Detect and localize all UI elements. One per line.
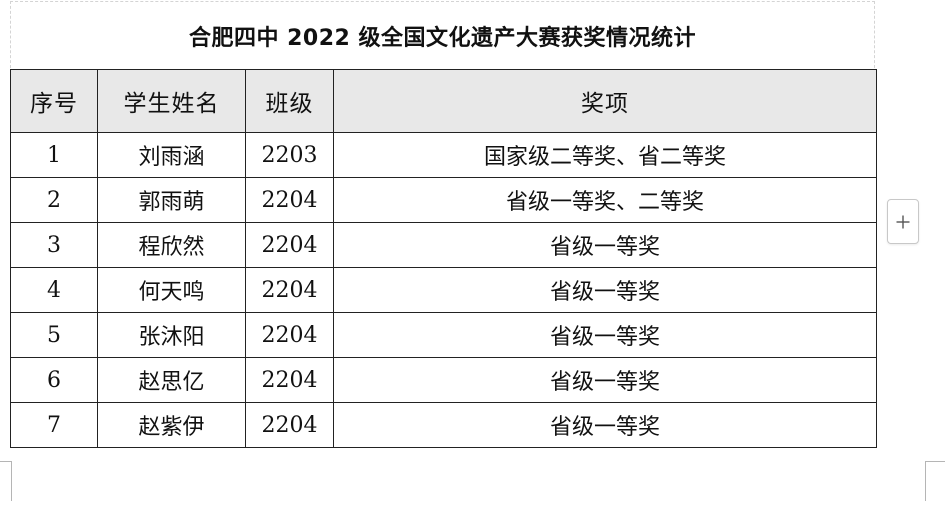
cell-award[interactable]: 省级一等奖 (333, 222, 877, 268)
table-row: 1 刘雨涵 2203 国家级二等奖、省二等奖 (10, 132, 877, 178)
table-row: 5 张沐阳 2204 省级一等奖 (10, 312, 877, 358)
table-row: 2 郭雨萌 2204 省级一等奖、二等奖 (10, 177, 877, 223)
add-column-button[interactable] (887, 199, 919, 244)
awards-table: 序号 学生姓名 班级 奖项 1 刘雨涵 2203 国家级二等奖、省二等奖 2 郭… (10, 69, 877, 448)
table-header-row: 序号 学生姓名 班级 奖项 (10, 69, 877, 133)
table-row: 4 何天鸣 2204 省级一等奖 (10, 267, 877, 313)
cell-student-name[interactable]: 赵思亿 (97, 357, 246, 403)
header-number[interactable]: 序号 (10, 69, 98, 133)
document-title-area: 合肥四中 2022 级全国文化遗产大赛获奖情况统计 (10, 1, 875, 68)
header-student-name[interactable]: 学生姓名 (97, 69, 246, 133)
cell-student-name[interactable]: 何天鸣 (97, 267, 246, 313)
cell-class[interactable]: 2204 (245, 357, 334, 403)
cell-award[interactable]: 省级一等奖 (333, 402, 877, 448)
cell-class[interactable]: 2204 (245, 267, 334, 313)
cell-number[interactable]: 2 (10, 177, 98, 223)
cell-number[interactable]: 7 (10, 402, 98, 448)
page-margin-corner-right (925, 461, 945, 501)
cell-award[interactable]: 省级一等奖 (333, 357, 877, 403)
cell-award[interactable]: 省级一等奖 (333, 267, 877, 313)
cell-student-name[interactable]: 程欣然 (97, 222, 246, 268)
cell-award[interactable]: 国家级二等奖、省二等奖 (333, 132, 877, 178)
cell-number[interactable]: 1 (10, 132, 98, 178)
cell-student-name[interactable]: 刘雨涵 (97, 132, 246, 178)
cell-class[interactable]: 2203 (245, 132, 334, 178)
cell-number[interactable]: 4 (10, 267, 98, 313)
cell-number[interactable]: 5 (10, 312, 98, 358)
cell-class[interactable]: 2204 (245, 312, 334, 358)
cell-number[interactable]: 3 (10, 222, 98, 268)
cell-class[interactable]: 2204 (245, 177, 334, 223)
page-margin-corner-left (0, 461, 12, 501)
table-row: 6 赵思亿 2204 省级一等奖 (10, 357, 877, 403)
cell-number[interactable]: 6 (10, 357, 98, 403)
cell-award[interactable]: 省级一等奖 (333, 312, 877, 358)
cell-award[interactable]: 省级一等奖、二等奖 (333, 177, 877, 223)
cell-class[interactable]: 2204 (245, 222, 334, 268)
plus-icon (896, 215, 910, 228)
cell-student-name[interactable]: 郭雨萌 (97, 177, 246, 223)
header-award[interactable]: 奖项 (333, 69, 877, 133)
table-row: 7 赵紫伊 2204 省级一等奖 (10, 402, 877, 448)
document-title: 合肥四中 2022 级全国文化遗产大赛获奖情况统计 (188, 26, 697, 51)
header-class[interactable]: 班级 (245, 69, 334, 133)
cell-student-name[interactable]: 赵紫伊 (97, 402, 246, 448)
table-row: 3 程欣然 2204 省级一等奖 (10, 222, 877, 268)
cell-student-name[interactable]: 张沐阳 (97, 312, 246, 358)
cell-class[interactable]: 2204 (245, 402, 334, 448)
